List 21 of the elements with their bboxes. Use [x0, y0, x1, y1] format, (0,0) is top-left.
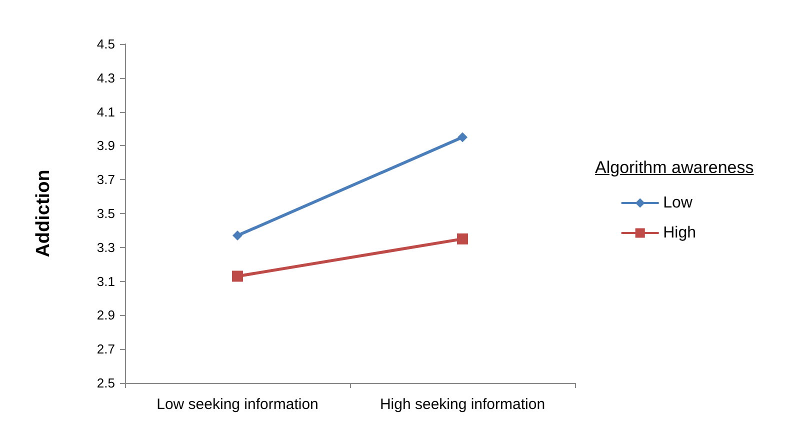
- legend-label: High: [663, 224, 696, 242]
- y-tick-label: 3.1: [96, 274, 115, 289]
- y-tick-label: 2.9: [96, 308, 115, 323]
- point: [458, 132, 468, 142]
- y-tick-label: 3.9: [96, 138, 115, 154]
- legend-title: Algorithm awareness: [595, 158, 754, 178]
- y-tick-label: 2.5: [96, 376, 115, 390]
- y-tick-label: 3.5: [96, 206, 115, 221]
- point: [232, 230, 242, 241]
- y-tick-label: 3.7: [96, 172, 115, 188]
- point: [457, 233, 468, 244]
- y-tick-label: 2.7: [96, 342, 115, 357]
- legend-label: Low: [663, 194, 693, 212]
- x-tick-label: High seeking information: [380, 396, 546, 413]
- y-tick-label: 4.3: [96, 70, 115, 86]
- y-tick-label: 3.3: [96, 240, 115, 255]
- point: [232, 270, 243, 282]
- y-axis-title: Addiction: [33, 170, 54, 258]
- x-tick-label: Low seeking information: [156, 396, 318, 413]
- y-tick-label: 4.1: [96, 104, 115, 120]
- y-tick-label: 4.5: [96, 36, 115, 52]
